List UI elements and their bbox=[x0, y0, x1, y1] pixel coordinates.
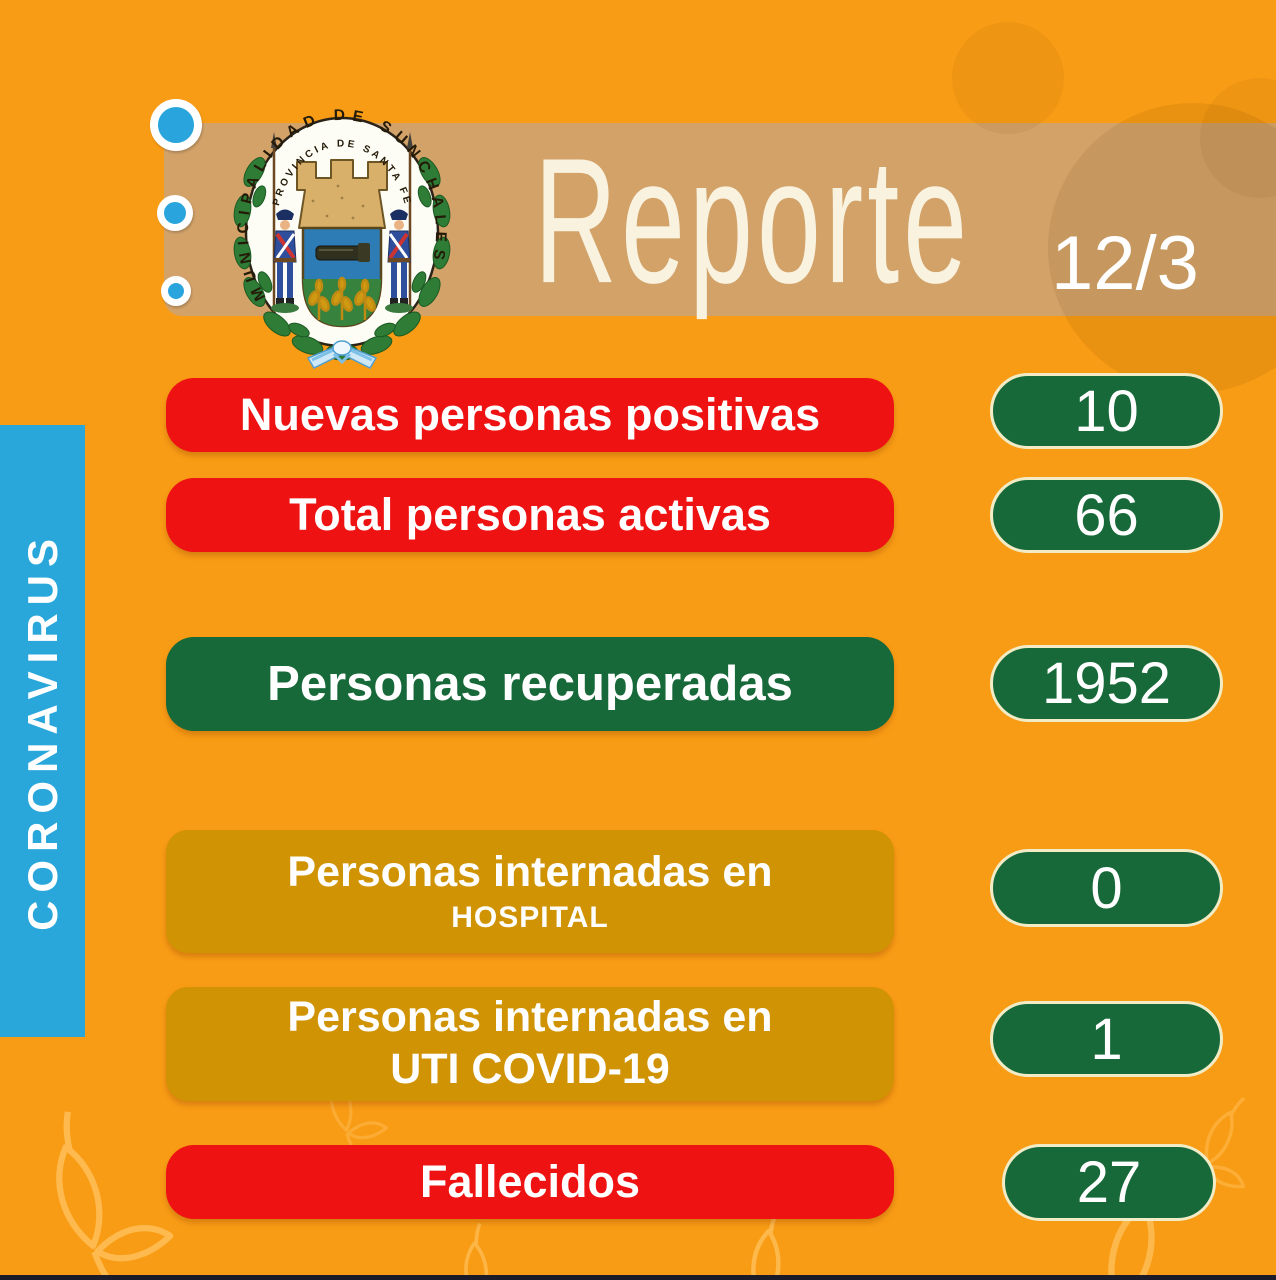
blue-dot-medium bbox=[157, 195, 193, 231]
stat-label: Personas internadas en bbox=[287, 993, 773, 1042]
stat-label: Fallecidos bbox=[419, 1156, 641, 1208]
stat-value: 1952 bbox=[1041, 651, 1172, 716]
watermark-circle bbox=[1048, 103, 1276, 393]
shield bbox=[301, 226, 383, 328]
ribbon bbox=[306, 340, 378, 369]
stat-value-pill-internadas-uti: 1 bbox=[990, 1001, 1223, 1077]
stat-value: 27 bbox=[1076, 1150, 1142, 1215]
bottom-rule bbox=[0, 1275, 1276, 1280]
blue-dot-large bbox=[150, 99, 202, 151]
soldier-left bbox=[271, 132, 299, 313]
castle-texture bbox=[311, 184, 365, 220]
blue-dot-small bbox=[161, 276, 191, 306]
stat-label: Personas internadas en bbox=[287, 847, 773, 896]
stat-bar-internadas-hospital: Personas internadas en HOSPITAL bbox=[166, 830, 894, 953]
stat-label: Total personas activas bbox=[289, 489, 771, 541]
corn-stalks bbox=[308, 276, 376, 320]
municipality-crest-logo: MUNICIPALIDAD DE SUNCHALES PROVINCIA DE … bbox=[233, 107, 451, 369]
stat-bar-fallecidos: Fallecidos bbox=[166, 1145, 894, 1219]
report-date: 12/3 bbox=[1051, 221, 1199, 306]
watermark-circle bbox=[952, 22, 1064, 134]
stat-bar-internadas-uti: Personas internadas en UTI COVID-19 bbox=[166, 987, 894, 1101]
stat-value-pill-total-activas: 66 bbox=[990, 477, 1223, 553]
stat-sublabel: HOSPITAL bbox=[451, 900, 609, 934]
stat-label: Nuevas personas positivas bbox=[239, 389, 821, 441]
stat-bar-total-activas: Total personas activas bbox=[166, 478, 894, 552]
stat-bar-nuevas-positivas: Nuevas personas positivas bbox=[166, 378, 894, 452]
soldier-right bbox=[385, 132, 413, 313]
stat-bar-recuperadas: Personas recuperadas bbox=[166, 637, 894, 731]
stat-sublabel: UTI COVID-19 bbox=[390, 1045, 670, 1093]
castle bbox=[296, 159, 388, 229]
stat-value-pill-recuperadas: 1952 bbox=[990, 645, 1223, 722]
report-title: Reporte bbox=[534, 122, 972, 321]
side-banner-label: CORONAVIRUS bbox=[18, 531, 66, 931]
stat-value-pill-internadas-hospital: 0 bbox=[990, 849, 1223, 927]
stat-value: 0 bbox=[1090, 855, 1123, 921]
stat-value-pill-nuevas-positivas: 10 bbox=[990, 373, 1223, 449]
coronavirus-side-banner: CORONAVIRUS bbox=[0, 425, 85, 1037]
stat-value: 66 bbox=[1074, 482, 1139, 548]
stat-value-pill-fallecidos: 27 bbox=[1002, 1144, 1216, 1221]
stat-value: 1 bbox=[1090, 1006, 1123, 1072]
stat-label: Personas recuperadas bbox=[267, 656, 793, 711]
stat-value: 10 bbox=[1074, 378, 1139, 444]
